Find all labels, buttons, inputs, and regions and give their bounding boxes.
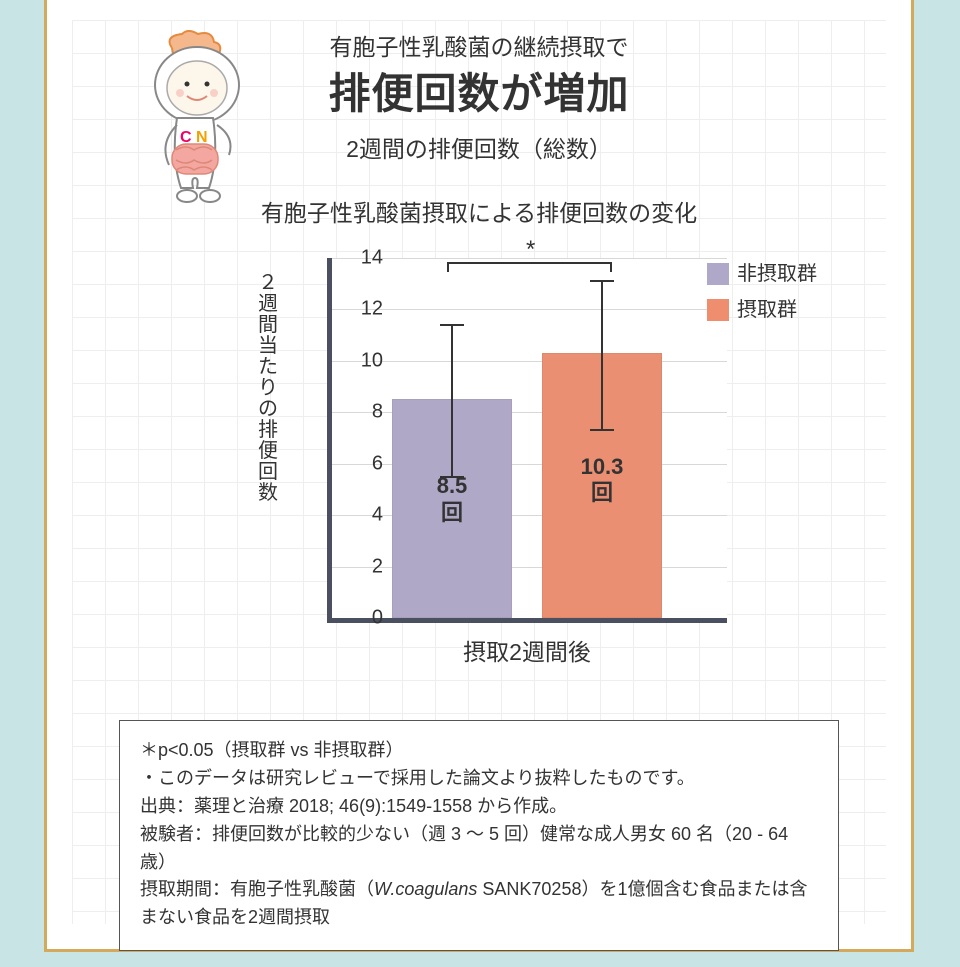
y-tick-label: 12 bbox=[343, 298, 383, 321]
legend-item: 摂取群 bbox=[707, 294, 817, 326]
bar: 8.5回 bbox=[392, 399, 512, 618]
y-tick-label: 0 bbox=[343, 607, 383, 630]
significance-marker: * bbox=[526, 236, 535, 264]
content-frame: 有胞子性乳酸菌の継続摂取で 排便回数が増加 2週間の排便回数（総数） 有胞子性乳… bbox=[44, 0, 914, 952]
bar-chart: ２週間当たりの排便回数 8.5回10.3回* 摂取2週間後 非摂取群 摂取群 0… bbox=[267, 248, 787, 673]
y-tick-label: 4 bbox=[343, 504, 383, 527]
error-bar bbox=[451, 325, 453, 477]
y-tick-label: 6 bbox=[343, 452, 383, 475]
footnote-line: ＊p<0.05（摂取群 vs 非摂取群） bbox=[140, 737, 818, 765]
bar: 10.3回 bbox=[542, 353, 662, 618]
legend-swatch bbox=[707, 263, 729, 285]
legend-label: 摂取群 bbox=[737, 294, 797, 326]
y-tick-label: 8 bbox=[343, 401, 383, 424]
y-tick-label: 2 bbox=[343, 555, 383, 578]
footnote-line: 出典：薬理と治療 2018; 46(9):1549-1558 から作成。 bbox=[140, 793, 818, 821]
bar-value-label: 8.5回 bbox=[392, 473, 512, 526]
y-tick-label: 14 bbox=[343, 247, 383, 270]
footnote-line: 摂取期間：有胞子性乳酸菌（W.coagulans SANK70258）を1億個含… bbox=[140, 876, 818, 932]
footnote-line: ・このデータは研究レビューで採用した論文より抜粋したものです。 bbox=[140, 765, 818, 793]
legend-item: 非摂取群 bbox=[707, 258, 817, 290]
significance-bracket bbox=[447, 262, 612, 272]
legend-label: 非摂取群 bbox=[737, 258, 817, 290]
y-tick-label: 10 bbox=[343, 349, 383, 372]
footnote-line: 被験者：排便回数が比較的少ない（週 3 〜 5 回）健常な成人男女 60 名（2… bbox=[140, 821, 818, 877]
legend: 非摂取群 摂取群 bbox=[707, 258, 817, 330]
mascot-badge-c: C bbox=[180, 129, 192, 146]
bar-value-label: 10.3回 bbox=[542, 454, 662, 507]
y-axis-label: ２週間当たりの排便回数 bbox=[257, 273, 279, 504]
plot-area: 8.5回10.3回* bbox=[327, 258, 727, 623]
footnote-box: ＊p<0.05（摂取群 vs 非摂取群） ・このデータは研究レビューで採用した論… bbox=[119, 720, 839, 951]
error-bar bbox=[601, 281, 603, 430]
mascot-icon: C N bbox=[132, 30, 262, 240]
legend-swatch bbox=[707, 299, 729, 321]
mascot-badge-n: N bbox=[196, 129, 208, 146]
x-axis-label: 摂取2週間後 bbox=[327, 633, 727, 667]
